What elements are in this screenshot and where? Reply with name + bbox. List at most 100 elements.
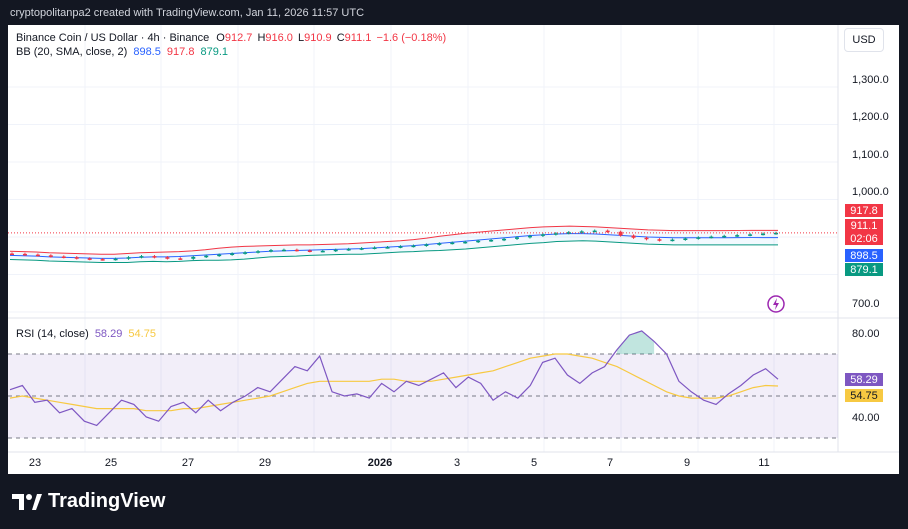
- tradingview-logo: TradingView: [12, 490, 165, 513]
- candle-body: [217, 254, 222, 257]
- candle-body: [553, 233, 558, 235]
- y-tick-1300: 1,300.0: [852, 74, 889, 86]
- symbol-legend: Binance Coin / US Dollar · 4h · Binance …: [16, 32, 446, 44]
- x-tick: 25: [104, 457, 118, 469]
- candle-body: [359, 248, 364, 250]
- x-tick-year: 2026: [367, 457, 393, 469]
- open-label: O: [216, 32, 225, 44]
- attribution-text: cryptopolitanpa2 created with TradingVie…: [10, 7, 365, 19]
- y-tick-1200: 1,200.0: [852, 111, 889, 123]
- candle-body: [294, 249, 299, 252]
- candle-body: [320, 250, 325, 253]
- candle-body: [592, 230, 597, 233]
- candle-body: [696, 237, 701, 239]
- candle-body: [256, 251, 261, 253]
- high-value: 916.0: [265, 32, 293, 44]
- candle-body: [385, 247, 390, 249]
- candle-body: [489, 240, 494, 242]
- candle-body: [372, 247, 377, 249]
- currency-button[interactable]: USD: [844, 28, 884, 52]
- candle-body: [722, 235, 727, 238]
- chart-canvas[interactable]: [8, 25, 899, 474]
- candle-body: [502, 238, 507, 241]
- x-tick: 23: [28, 457, 42, 469]
- candle-body: [411, 245, 416, 248]
- candle-body: [709, 236, 714, 239]
- y-tick-700: 700.0: [852, 298, 880, 310]
- rsi-label: RSI (14, close): [16, 328, 89, 340]
- rsi-ma-badge: 54.75: [845, 389, 883, 402]
- brand-name: TradingView: [48, 490, 166, 512]
- bb-lower-value: 879.1: [200, 46, 229, 58]
- rsi-value: 58.29: [94, 328, 123, 340]
- candle-body: [61, 256, 66, 258]
- candle-body: [450, 242, 455, 245]
- lightning-icon[interactable]: [767, 295, 785, 313]
- rsi-badge: 58.29: [845, 373, 883, 386]
- x-tick: 27: [181, 457, 195, 469]
- rsi-line: [9, 330, 779, 427]
- symbol-name: Binance Coin / US Dollar · 4h · Binance: [16, 32, 210, 44]
- candle-body: [191, 256, 196, 259]
- candle-body: [540, 234, 545, 236]
- candle-body: [424, 244, 429, 246]
- candle-body: [774, 232, 778, 235]
- x-tick: 29: [258, 457, 272, 469]
- candle-body: [268, 250, 273, 252]
- low-label: L: [297, 32, 305, 44]
- candle-body: [230, 253, 235, 255]
- x-tick: 7: [606, 457, 614, 469]
- candle-body: [35, 254, 40, 257]
- candle-body: [87, 258, 92, 260]
- rsi-tick-40: 40.00: [852, 412, 880, 424]
- open-value: 912.7: [224, 32, 253, 44]
- close-value: 911.1: [344, 32, 372, 44]
- x-tick: 11: [758, 457, 770, 469]
- candle-body: [74, 257, 79, 259]
- candle-body: [657, 239, 662, 241]
- x-tick: 3: [453, 457, 461, 469]
- y-tick-1100: 1,100.0: [852, 149, 889, 161]
- candle-body: [476, 240, 481, 243]
- bb-upper-badge: 917.8: [845, 204, 883, 217]
- x-tick: 9: [683, 457, 691, 469]
- bb-upper-value: 917.8: [166, 46, 195, 58]
- candle-body: [683, 238, 688, 240]
- high-label: H: [257, 32, 266, 44]
- low-value: 910.9: [304, 32, 332, 44]
- candle-body: [139, 256, 144, 258]
- candle-body: [22, 253, 27, 256]
- candle-body: [605, 230, 610, 233]
- candle-body: [204, 255, 209, 258]
- x-tick: 5: [530, 457, 538, 469]
- bb-basis-value: 898.5: [133, 46, 161, 58]
- candle-body: [761, 233, 766, 236]
- candle-body: [527, 235, 532, 238]
- candle-body: [463, 241, 468, 244]
- candle-body: [178, 258, 183, 260]
- candle-body: [243, 252, 248, 254]
- candle-body: [126, 257, 131, 259]
- countdown-badge: 02:06: [845, 232, 883, 245]
- change-value: −1.6 (−0.18%): [376, 32, 447, 44]
- rsi-tick-80: 80.00: [852, 328, 880, 340]
- y-tick-1000: 1,000.0: [852, 186, 889, 198]
- candle-body: [100, 259, 105, 261]
- candle-body: [579, 231, 584, 233]
- bb-legend: BB (20, SMA, close, 2) 898.5 917.8 879.1: [16, 46, 228, 58]
- candle-body: [398, 246, 403, 248]
- close-label: C: [336, 32, 345, 44]
- candle-body: [281, 249, 286, 252]
- candle-body: [631, 235, 636, 238]
- candle-body: [437, 243, 442, 245]
- bb-basis-line: [9, 233, 778, 259]
- candle-body: [10, 253, 14, 255]
- bb-basis-badge: 898.5: [845, 249, 883, 262]
- bb-lower-line: [9, 240, 778, 263]
- rsi-ma-value: 54.75: [128, 328, 156, 340]
- candle-body: [515, 237, 520, 239]
- last-price-badge: 911.1: [845, 219, 883, 232]
- candle-body: [48, 255, 53, 257]
- bb-label: BB (20, SMA, close, 2): [16, 46, 128, 58]
- candle-body: [307, 250, 312, 252]
